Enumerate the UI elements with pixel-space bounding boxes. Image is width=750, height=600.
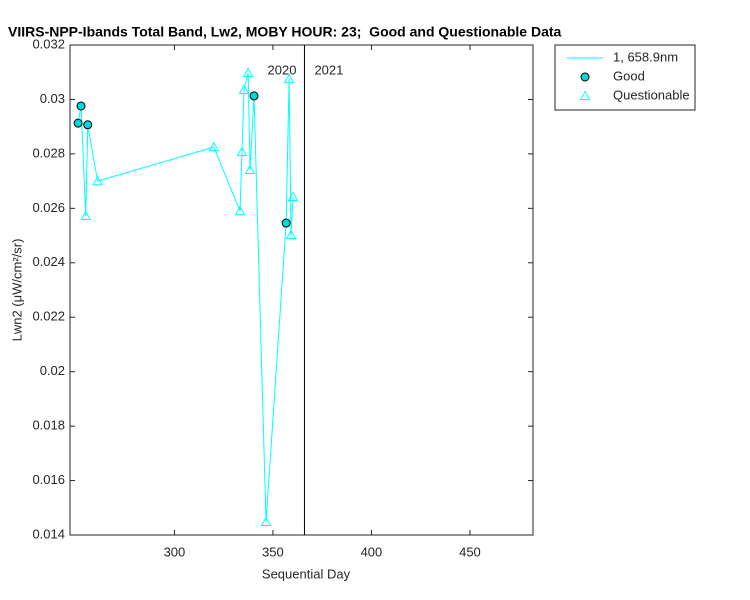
chart-title: VIIRS-NPP-Ibands Total Band, Lw2, MOBY H… bbox=[8, 24, 562, 40]
good-marker bbox=[73, 118, 83, 128]
questionable-marker bbox=[260, 516, 272, 527]
legend-symbol bbox=[580, 72, 590, 82]
annotation: 2021 bbox=[314, 62, 343, 77]
good-marker bbox=[249, 91, 259, 101]
questionable-marker bbox=[242, 67, 254, 78]
legend-symbol bbox=[579, 90, 591, 101]
y-axis-label: Lwn2 (μW/cm²/sr) bbox=[9, 239, 24, 342]
y-tick-label: 0.026 bbox=[32, 200, 65, 215]
x-axis-label: Sequential Day bbox=[262, 566, 351, 581]
y-tick-label: 0.024 bbox=[32, 254, 65, 269]
legend-box bbox=[554, 44, 696, 111]
good-marker bbox=[281, 218, 291, 228]
questionable-marker bbox=[234, 205, 246, 216]
y-tick-label: 0.02 bbox=[40, 363, 65, 378]
x-tick-label: 350 bbox=[262, 544, 284, 559]
y-tick-label: 0.018 bbox=[32, 418, 65, 433]
questionable-marker bbox=[92, 175, 103, 186]
y-tick-label: 0.028 bbox=[32, 145, 65, 160]
y-tick-label: 0.022 bbox=[32, 309, 65, 324]
legend-label: Good bbox=[613, 68, 645, 83]
questionable-marker bbox=[236, 146, 248, 157]
data-line bbox=[77, 72, 294, 522]
questionable-marker bbox=[238, 84, 250, 95]
questionable-marker bbox=[287, 191, 299, 201]
x-tick-label: 450 bbox=[459, 544, 481, 559]
questionable-marker bbox=[80, 210, 92, 221]
legend-label: 1, 658.9nm bbox=[613, 49, 678, 64]
questionable-marker bbox=[244, 164, 256, 175]
y-tick-label: 0.032 bbox=[32, 36, 65, 51]
y-tick-label: 0.014 bbox=[32, 526, 65, 541]
good-marker bbox=[76, 101, 86, 111]
good-marker bbox=[83, 120, 93, 130]
plot-area bbox=[69, 44, 534, 536]
y-tick-label: 0.016 bbox=[32, 472, 65, 487]
questionable-marker bbox=[283, 73, 295, 84]
x-tick-label: 400 bbox=[361, 544, 383, 559]
questionable-marker bbox=[208, 141, 220, 152]
legend-label: Questionable bbox=[613, 87, 690, 102]
y-tick-label: 0.03 bbox=[40, 91, 65, 106]
x-tick-label: 300 bbox=[164, 544, 186, 559]
annotation: 2020 bbox=[268, 62, 297, 77]
questionable-marker bbox=[285, 229, 297, 240]
